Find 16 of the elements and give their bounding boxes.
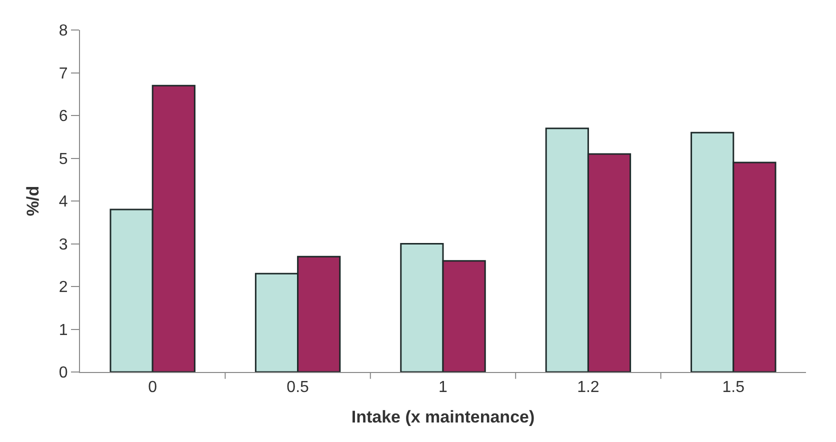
x-tick-label: 1 xyxy=(438,379,448,396)
x-tick-label: 1.5 xyxy=(722,379,745,396)
y-tick-label: 2 xyxy=(58,279,68,296)
x-tick-label: 1.2 xyxy=(577,379,600,396)
y-tick-label: 6 xyxy=(58,108,68,126)
x-tick-label: 0.5 xyxy=(286,379,310,396)
x-axis-title: Intake (x maintenance) xyxy=(351,408,535,427)
y-tick-label: 8 xyxy=(58,22,68,40)
y-axis-title: %/d xyxy=(23,186,42,216)
y-tick-label: 0 xyxy=(58,364,68,382)
y-tick-label: 1 xyxy=(58,322,68,339)
y-tick-label: 5 xyxy=(58,150,68,168)
y-tick-label: 7 xyxy=(58,65,68,82)
y-tick-label: 3 xyxy=(58,236,68,254)
y-tick-label: 4 xyxy=(58,194,68,211)
x-tick-label: 0 xyxy=(148,379,158,396)
